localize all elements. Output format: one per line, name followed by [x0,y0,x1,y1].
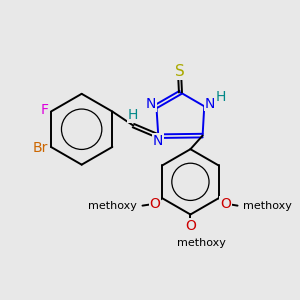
Text: methoxy: methoxy [88,201,137,211]
Text: H: H [216,90,226,104]
Text: Br: Br [33,141,48,155]
Text: O: O [149,197,161,211]
Text: S: S [175,64,184,79]
Text: N: N [146,97,156,111]
Text: methoxy: methoxy [176,238,225,248]
Text: H: H [128,108,138,122]
Text: O: O [220,197,231,211]
Text: N: N [153,134,163,148]
Text: O: O [185,219,196,233]
Text: methoxy: methoxy [243,201,292,211]
Text: N: N [205,97,215,110]
Text: F: F [41,103,49,117]
